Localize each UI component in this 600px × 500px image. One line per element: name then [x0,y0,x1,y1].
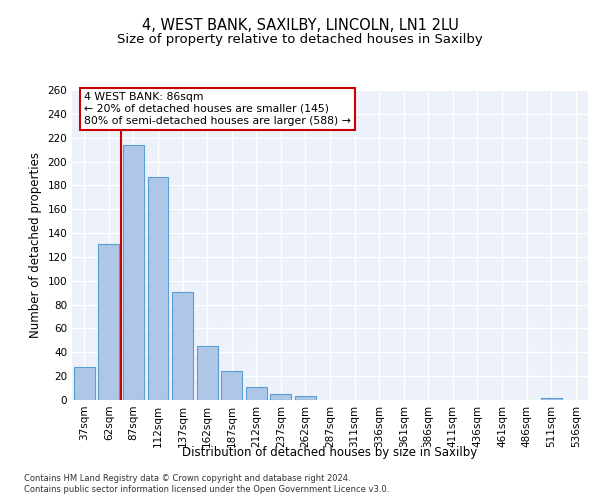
Text: 4 WEST BANK: 86sqm
← 20% of detached houses are smaller (145)
80% of semi-detach: 4 WEST BANK: 86sqm ← 20% of detached hou… [84,92,351,126]
Text: Distribution of detached houses by size in Saxilby: Distribution of detached houses by size … [182,446,478,459]
Text: 4, WEST BANK, SAXILBY, LINCOLN, LN1 2LU: 4, WEST BANK, SAXILBY, LINCOLN, LN1 2LU [142,18,458,32]
Bar [172,292,193,400]
Bar [221,372,242,400]
Bar [541,398,562,400]
Bar [246,387,267,400]
Bar [197,346,218,400]
Text: Contains HM Land Registry data © Crown copyright and database right 2024.
Contai: Contains HM Land Registry data © Crown c… [24,474,389,494]
Text: Size of property relative to detached houses in Saxilby: Size of property relative to detached ho… [117,32,483,46]
Bar [271,394,292,400]
Y-axis label: Number of detached properties: Number of detached properties [29,152,42,338]
Bar [148,177,169,400]
Bar [74,366,95,400]
Bar [98,244,119,400]
Bar [295,396,316,400]
Bar [123,145,144,400]
